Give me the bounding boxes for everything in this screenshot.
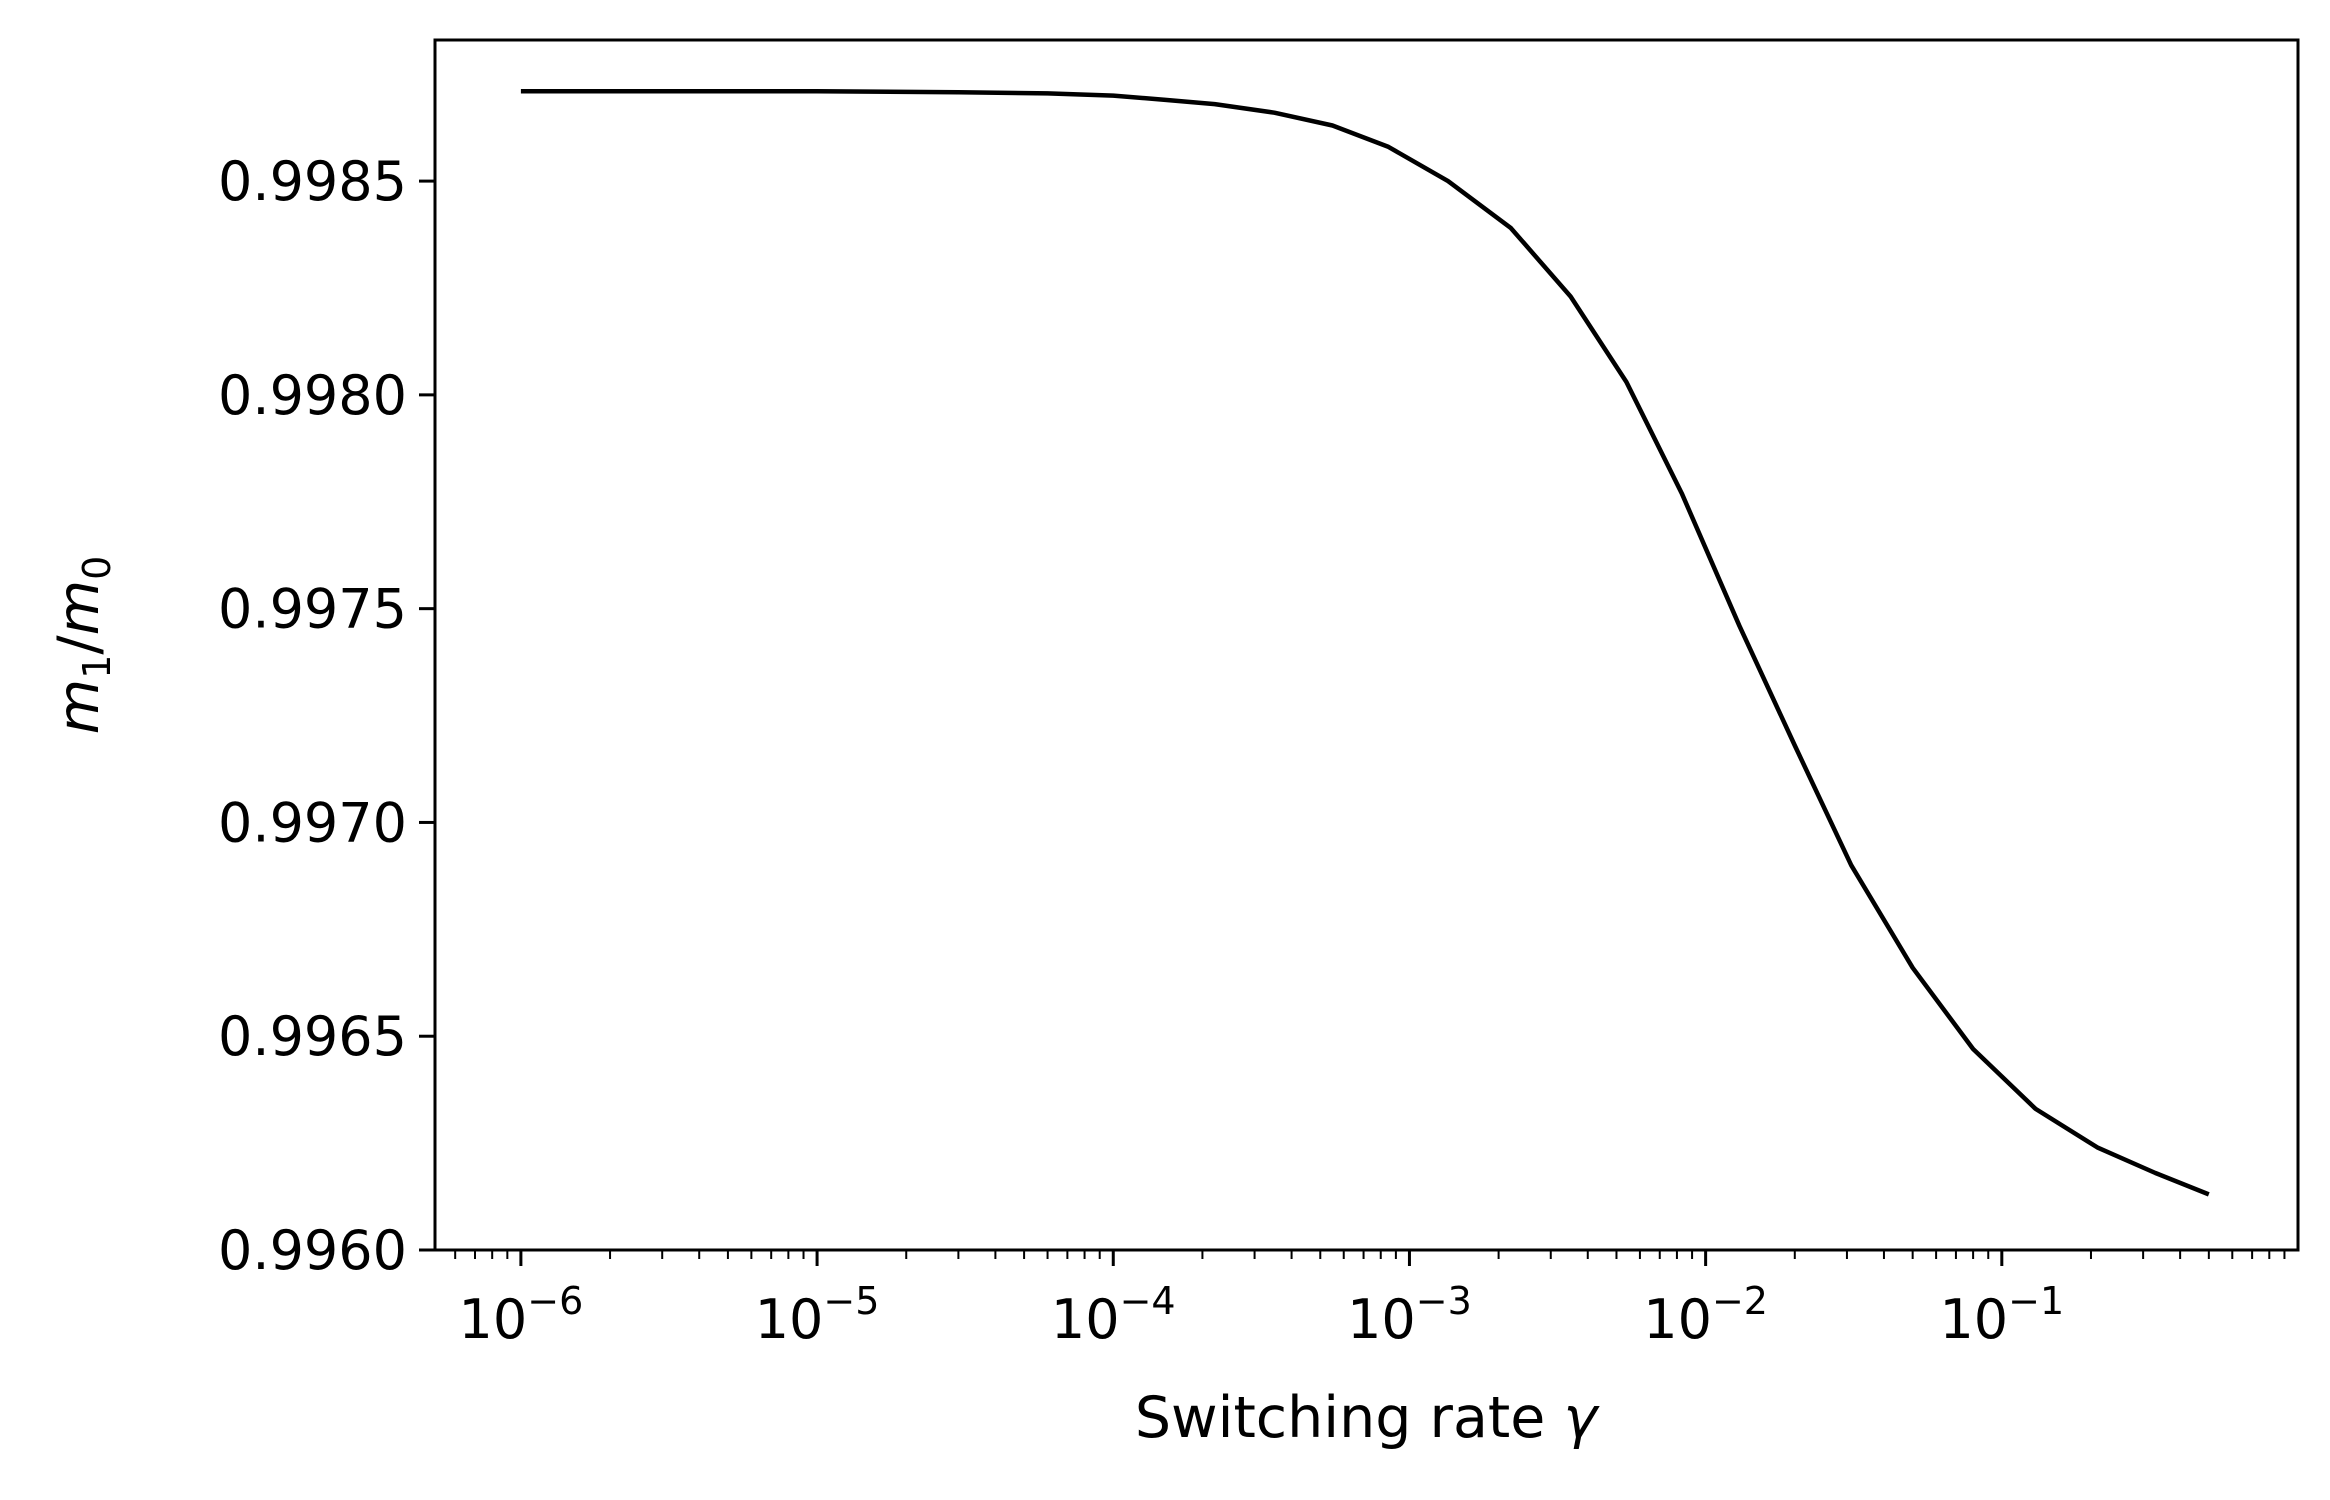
plot-frame — [433, 38, 2300, 1252]
x-tick-label-2: 10−4 — [1051, 1279, 1176, 1351]
data-layer — [520, 89, 2210, 1197]
y-tick-label-3: 0.9975 — [218, 578, 407, 641]
y-label-den: m — [46, 580, 112, 636]
y-tick-label-2: 0.9970 — [218, 791, 407, 854]
y-label-num-sub: 1 — [75, 655, 119, 679]
y-tick-label-0: 0.9960 — [218, 1219, 407, 1282]
y-tick-label-4: 0.9980 — [218, 364, 407, 427]
axes: 0.9960 0.9965 0.9970 0.9975 0.9980 0.9985 10−6… — [218, 150, 2286, 1351]
series-line-0 — [520, 89, 2210, 1197]
x-tick-label-3: 10−3 — [1347, 1279, 1472, 1351]
y-label-slash: / — [46, 635, 112, 655]
y-label-den-sub: 0 — [75, 556, 119, 580]
x-axis-label: Switching rate γ — [1135, 1385, 1601, 1451]
y-tick-label-5: 0.9985 — [218, 150, 407, 213]
x-axis-symbol: γ — [1563, 1385, 1600, 1451]
x-tick-label-4: 10−2 — [1643, 1279, 1768, 1351]
x-tick-label-1: 10−5 — [755, 1279, 880, 1351]
x-tick-label-5: 10−1 — [1939, 1279, 2064, 1351]
y-axis-label: m1/m0 — [46, 556, 119, 735]
x-tick-label-0: 10−6 — [459, 1279, 584, 1351]
y-tick-label-1: 0.9965 — [218, 1005, 407, 1068]
plot-area — [433, 38, 2300, 1252]
y-label-num: m — [46, 679, 112, 735]
